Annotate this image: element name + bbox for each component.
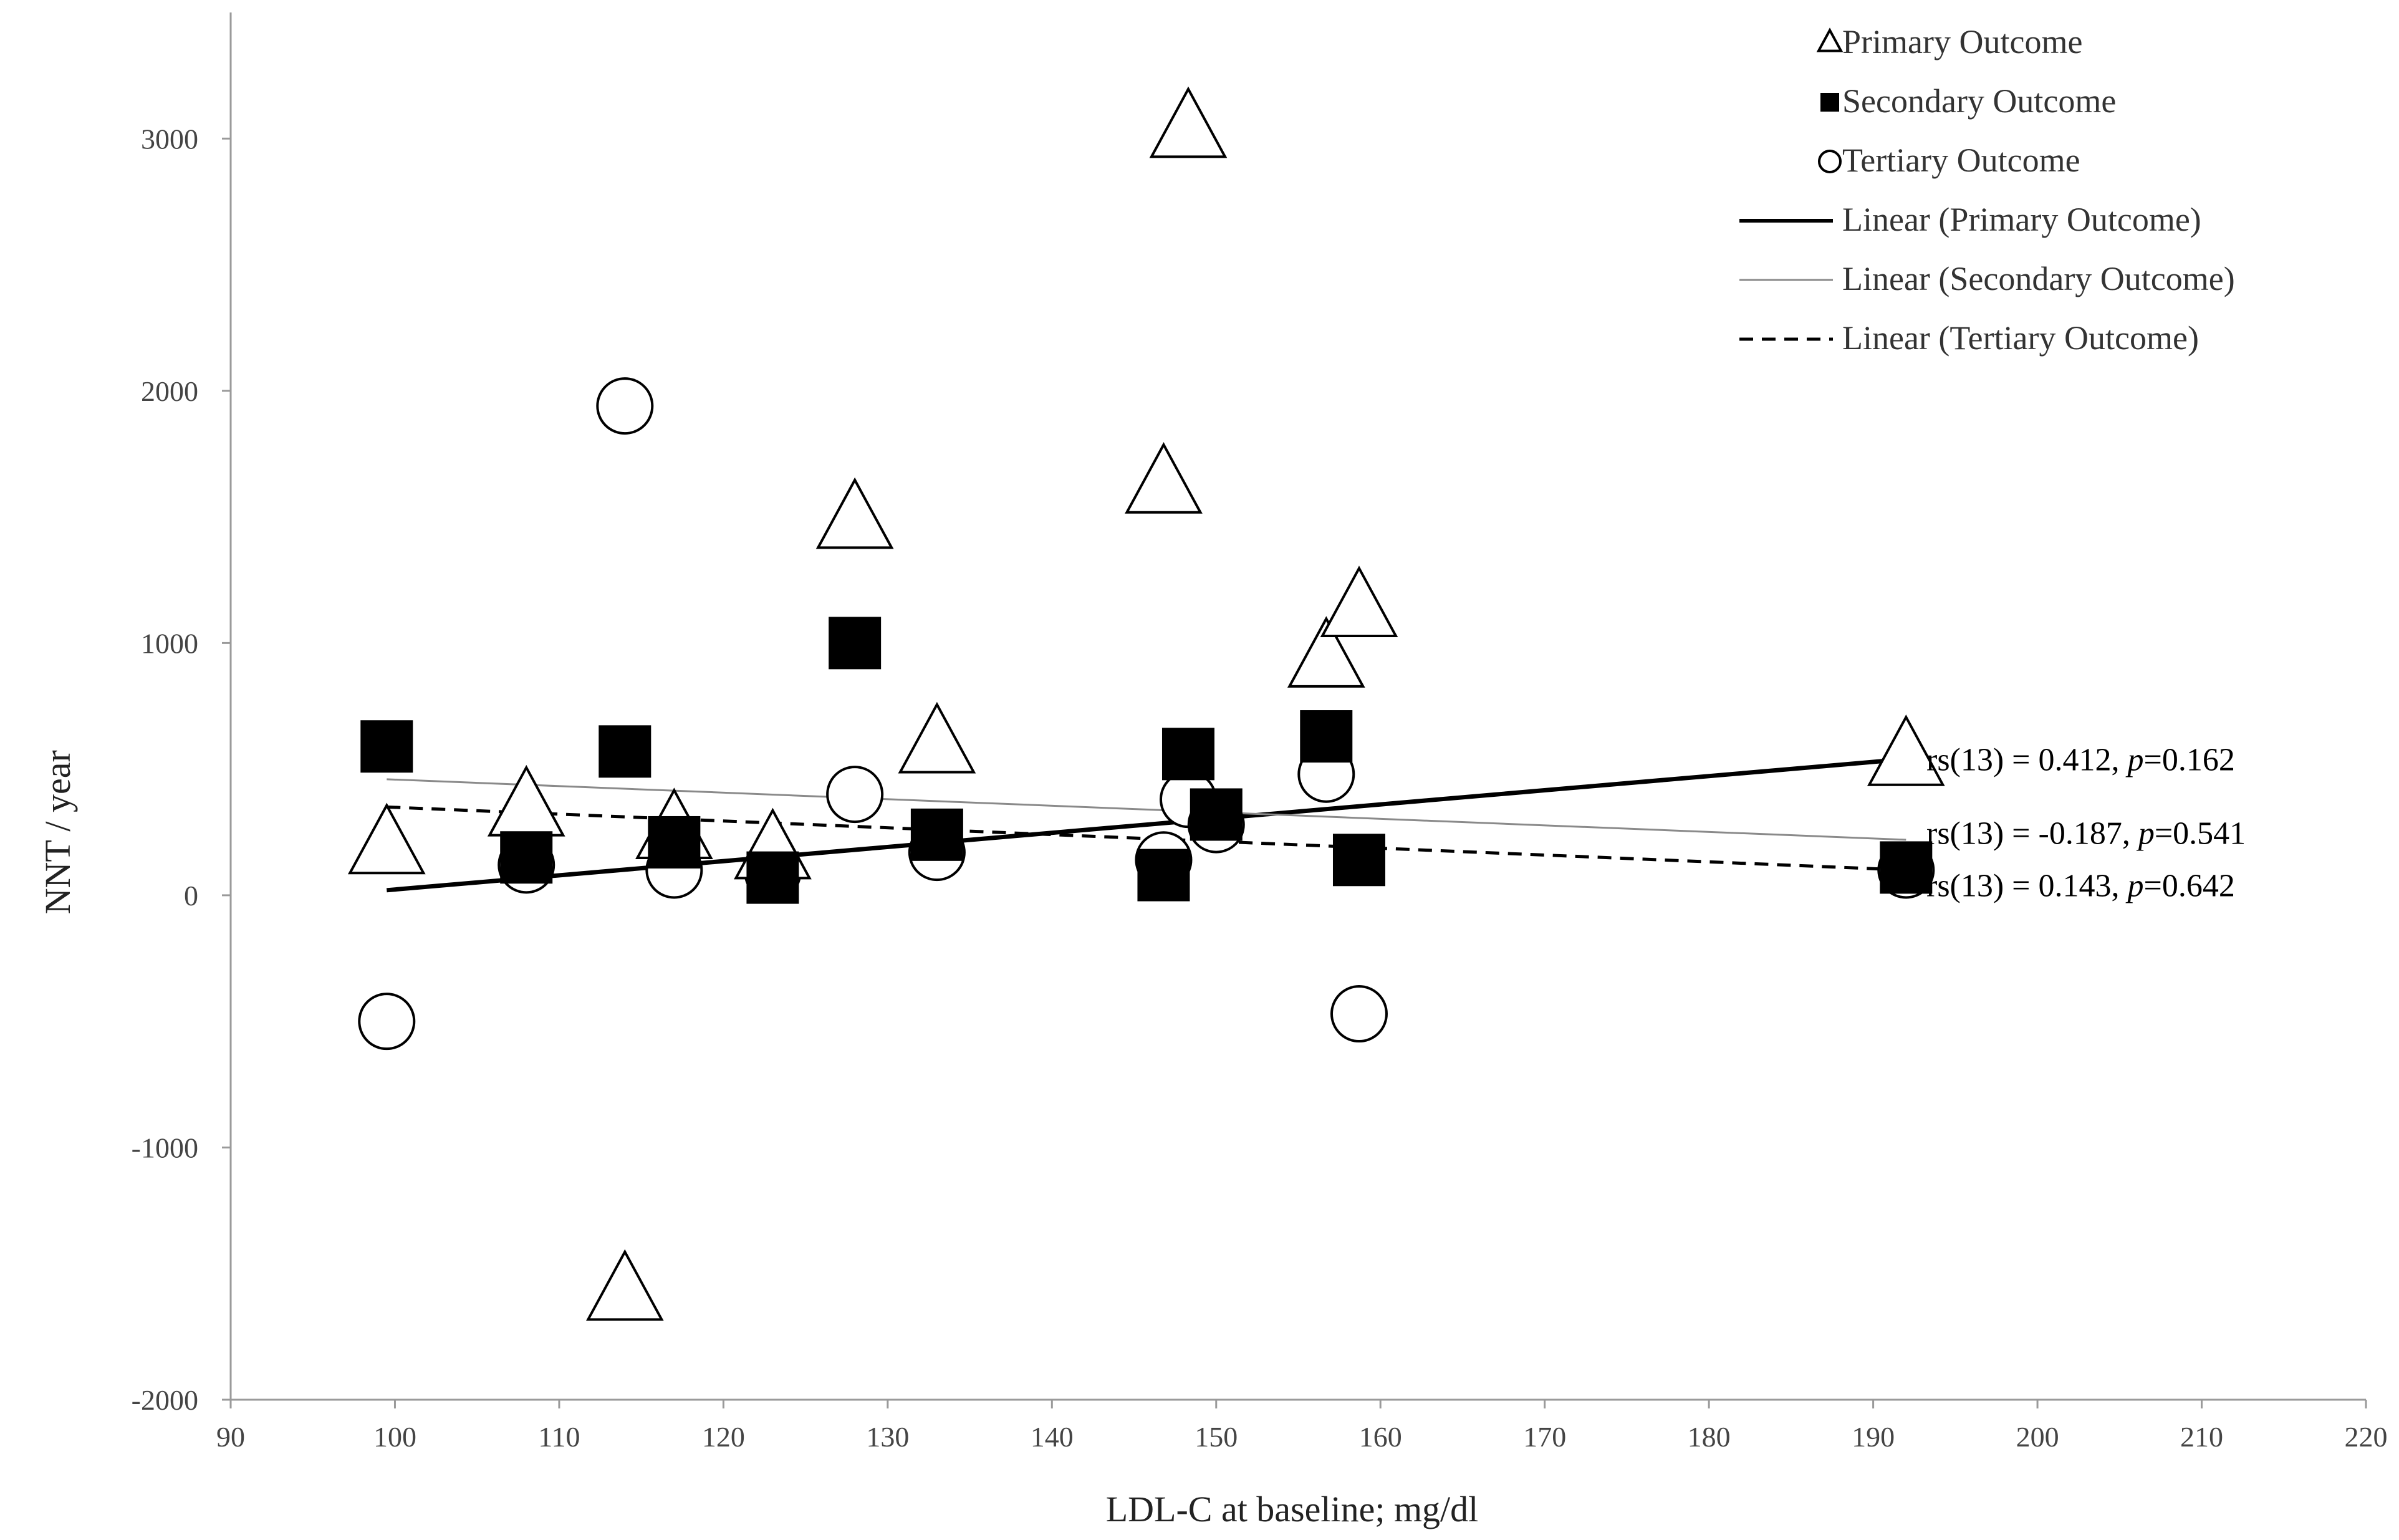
x-tick-label: 90 [216, 1421, 245, 1453]
annotation-p-value: =0.541 [2155, 816, 2246, 851]
legend-label: Linear (Tertiary Outcome) [1842, 319, 2199, 357]
annotation-secondary-outcome: rs(13) = -0.187, p=0.541 [1926, 816, 2246, 851]
y-tick-label: 2000 [141, 375, 198, 407]
point-tertiary-outcome [358, 993, 416, 1051]
point-secondary-outcome [829, 617, 882, 670]
trendline-linear-secondary-outcome [387, 778, 1906, 841]
legend-item-linear-tertiary-outcome: Linear (Tertiary Outcome) [1739, 319, 2199, 357]
x-tick-label: 220 [2345, 1421, 2388, 1453]
point-secondary-outcome [648, 816, 701, 869]
y-tick-label: 0 [184, 880, 198, 912]
x-tick-label: 160 [1359, 1421, 1402, 1453]
legend-item-secondary-outcome: Secondary Outcome [1820, 82, 2116, 120]
x-axis-title: LDL-C at baseline; mg/dl [1106, 1489, 1479, 1529]
point-primary-outcome [487, 764, 565, 837]
y-tick-label: -2000 [132, 1384, 198, 1416]
legend-label: Secondary Outcome [1842, 82, 2116, 120]
annotation-prefix: rs(13) = -0.187, [1926, 816, 2138, 851]
legend-square-icon [1820, 93, 1839, 112]
y-axis-title: NNT / year [37, 750, 78, 914]
point-tertiary-outcome [826, 766, 884, 824]
point-secondary-outcome [500, 831, 553, 884]
point-secondary-outcome [1332, 834, 1385, 887]
x-tick-label: 210 [2180, 1421, 2223, 1453]
legend-label: Primary Outcome [1842, 23, 2082, 60]
x-tick-label: 110 [538, 1421, 580, 1453]
legend-label: Linear (Secondary Outcome) [1842, 260, 2235, 297]
point-secondary-outcome [1190, 788, 1243, 841]
x-tick-label: 140 [1031, 1421, 1074, 1453]
trendline-linear-tertiary-outcome [387, 805, 1906, 872]
y-tick-label: 3000 [141, 123, 198, 155]
legend-item-linear-secondary-outcome: Linear (Secondary Outcome) [1739, 260, 2235, 297]
data-markers [347, 86, 1945, 1321]
point-secondary-outcome [1137, 849, 1190, 902]
annotation-p-value: =0.642 [2144, 868, 2235, 903]
point-secondary-outcome [910, 808, 963, 861]
point-primary-outcome [1149, 86, 1228, 158]
x-tick-label: 120 [702, 1421, 745, 1453]
annotation-p-label: p [2125, 868, 2144, 903]
axes: 90 100 110 120 130 140 150 160 170 180 190 200 210 22… [37, 12, 2388, 1529]
point-secondary-outcome [1161, 728, 1214, 781]
y-tick-label: 1000 [141, 627, 198, 659]
legend-item-tertiary-outcome: Tertiary Outcome [1818, 142, 2080, 179]
point-primary-outcome [585, 1249, 664, 1321]
legend-item-linear-primary-outcome: Linear (Primary Outcome) [1739, 201, 2201, 238]
x-tick-label: 190 [1852, 1421, 1895, 1453]
legend-item-primary-outcome: Primary Outcome [1816, 23, 2082, 60]
point-primary-outcome [347, 802, 426, 875]
point-secondary-outcome [599, 725, 651, 778]
point-secondary-outcome [746, 851, 799, 904]
annotation-tertiary-outcome: rs(13) = 0.143, p=0.642 [1926, 868, 2235, 903]
point-primary-outcome [1125, 442, 1203, 514]
x-tick-label: 100 [373, 1421, 416, 1453]
x-tick-label: 180 [1688, 1421, 1731, 1453]
x-tick-label: 200 [2016, 1421, 2059, 1453]
y-tick-label: -1000 [132, 1132, 198, 1163]
annotation-primary-outcome: rs(13) = 0.412, p=0.162 [1926, 742, 2235, 777]
point-secondary-outcome [360, 720, 413, 773]
point-tertiary-outcome [596, 377, 654, 435]
annotation-p-value: =0.162 [2144, 742, 2235, 777]
trendline-linear-primary-outcome [386, 756, 1906, 893]
x-tick-label: 130 [866, 1421, 909, 1453]
point-primary-outcome [898, 701, 976, 774]
annotation-p-label: p [2136, 816, 2155, 851]
legend: Primary Outcome Secondary Outcome Tertiary… [1739, 23, 2235, 357]
trendlines [386, 756, 1906, 893]
point-tertiary-outcome [1330, 985, 1388, 1043]
point-primary-outcome [815, 477, 894, 549]
legend-triangle-icon [1816, 27, 1844, 52]
point-primary-outcome [1320, 565, 1398, 638]
point-primary-outcome [1287, 616, 1365, 688]
annotation-p-label: p [2125, 742, 2144, 777]
legend-label: Linear (Primary Outcome) [1842, 201, 2201, 238]
annotation-prefix: rs(13) = 0.412, [1926, 742, 2128, 777]
legend-circle-icon [1818, 150, 1842, 173]
point-secondary-outcome [1880, 841, 1933, 894]
x-tick-label: 150 [1195, 1421, 1238, 1453]
annotation-prefix: rs(13) = 0.143, [1926, 868, 2128, 903]
point-secondary-outcome [1300, 710, 1353, 763]
x-tick-label: 170 [1523, 1421, 1566, 1453]
point-primary-outcome [1867, 714, 1945, 786]
legend-label: Tertiary Outcome [1842, 142, 2080, 179]
